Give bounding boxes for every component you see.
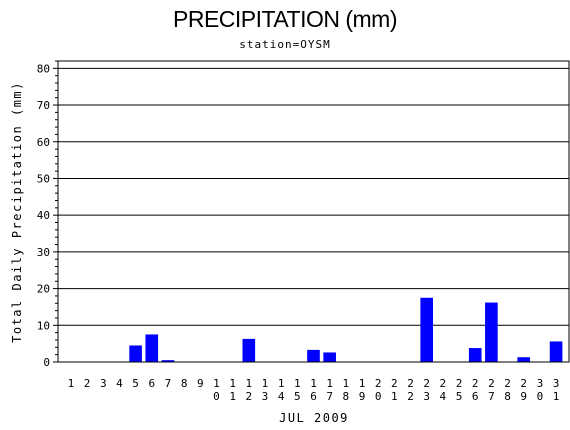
x-tick-label: 2	[456, 377, 463, 390]
bar	[468, 348, 482, 362]
x-tick-label: 1	[310, 377, 317, 390]
x-tick-label: 6	[148, 377, 155, 390]
x-tick-label: 6	[472, 390, 479, 403]
grid-lines	[58, 67, 569, 326]
bar	[485, 302, 498, 362]
x-tick-label: 2	[84, 377, 91, 390]
x-tick-label: 1	[278, 377, 285, 390]
bar	[145, 334, 159, 362]
x-tick-label: 4	[278, 390, 285, 403]
x-tick-label: 1	[326, 377, 333, 390]
bars	[129, 297, 563, 362]
y-tick-label: 20	[37, 283, 50, 296]
x-tick-label: 1	[229, 377, 236, 390]
bar	[129, 345, 142, 362]
x-tick-label: 2	[520, 377, 527, 390]
x-tick-label: 1	[68, 377, 75, 390]
x-tick-label: 9	[197, 377, 204, 390]
x-tick-label: 8	[343, 390, 350, 403]
y-tick-label: 50	[37, 172, 50, 185]
y-tick-label: 30	[37, 246, 50, 259]
x-tick-label: 3	[423, 390, 430, 403]
x-tick-label: 1	[229, 390, 236, 403]
x-tick-label: 1	[246, 377, 253, 390]
bar	[549, 341, 563, 362]
x-tick-label: 7	[165, 377, 172, 390]
y-tick-label: 70	[37, 99, 50, 112]
x-tick-label: 1	[343, 377, 350, 390]
x-tick-label: 8	[504, 390, 511, 403]
x-tick-label: 8	[181, 377, 188, 390]
x-tick-label: 3	[100, 377, 107, 390]
plot-frame	[57, 60, 570, 363]
x-tick-label: 3	[553, 377, 560, 390]
x-tick-label: 4	[440, 390, 447, 403]
x-tick-label: 9	[359, 390, 366, 403]
x-tick-label: 5	[132, 377, 139, 390]
x-tick-label: 2	[391, 377, 398, 390]
x-tick-label: 1	[359, 377, 366, 390]
x-tick-label: 2	[423, 377, 430, 390]
x-axis-ticks: 1 2 3 4 5 6 7 8 9 1011121314151617181920212223242…	[68, 377, 560, 403]
y-tick-label: 60	[37, 136, 50, 149]
x-tick-label: 9	[520, 390, 527, 403]
x-tick-label: 1	[391, 390, 398, 403]
x-tick-label: 4	[116, 377, 123, 390]
x-tick-label: 0	[213, 390, 220, 403]
y-tick-label: 10	[37, 319, 50, 332]
x-tick-label: 1	[294, 377, 301, 390]
chart-subtitle: station=OYSM	[239, 38, 331, 51]
bar	[420, 297, 434, 362]
x-tick-label: 2	[440, 377, 447, 390]
x-tick-label: 2	[504, 377, 511, 390]
y-tick-label: 80	[37, 62, 50, 75]
x-tick-label: 2	[407, 390, 414, 403]
x-tick-label: 0	[375, 390, 382, 403]
x-tick-label: 2	[375, 377, 382, 390]
x-tick-label: 3	[537, 377, 544, 390]
x-tick-label: 5	[294, 390, 301, 403]
bar	[161, 360, 175, 362]
chart-title: PRECIPITATION (mm)	[173, 6, 397, 32]
x-tick-label: 5	[456, 390, 463, 403]
x-tick-label: 1	[262, 377, 269, 390]
x-tick-label: 7	[326, 390, 333, 403]
bar	[242, 338, 256, 362]
x-tick-label: 6	[310, 390, 317, 403]
x-tick-label: 7	[488, 390, 495, 403]
y-axis-ticks: 0 10 20 30 40 50 60 70 80	[37, 60, 58, 369]
bar	[517, 357, 531, 362]
bar	[323, 352, 336, 362]
bar	[307, 349, 320, 362]
x-tick-label: 0	[537, 390, 544, 403]
x-tick-label: 2	[407, 377, 414, 390]
x-tick-label: 2	[472, 377, 479, 390]
x-tick-label: 2	[488, 377, 495, 390]
y-tick-label: 40	[37, 209, 50, 222]
x-tick-label: 1	[553, 390, 560, 403]
x-tick-label: 3	[262, 390, 269, 403]
x-tick-label: 1	[213, 377, 220, 390]
x-tick-label: 2	[246, 390, 253, 403]
x-axis-label: JUL 2009	[279, 411, 349, 425]
y-tick-label: 0	[43, 356, 50, 369]
